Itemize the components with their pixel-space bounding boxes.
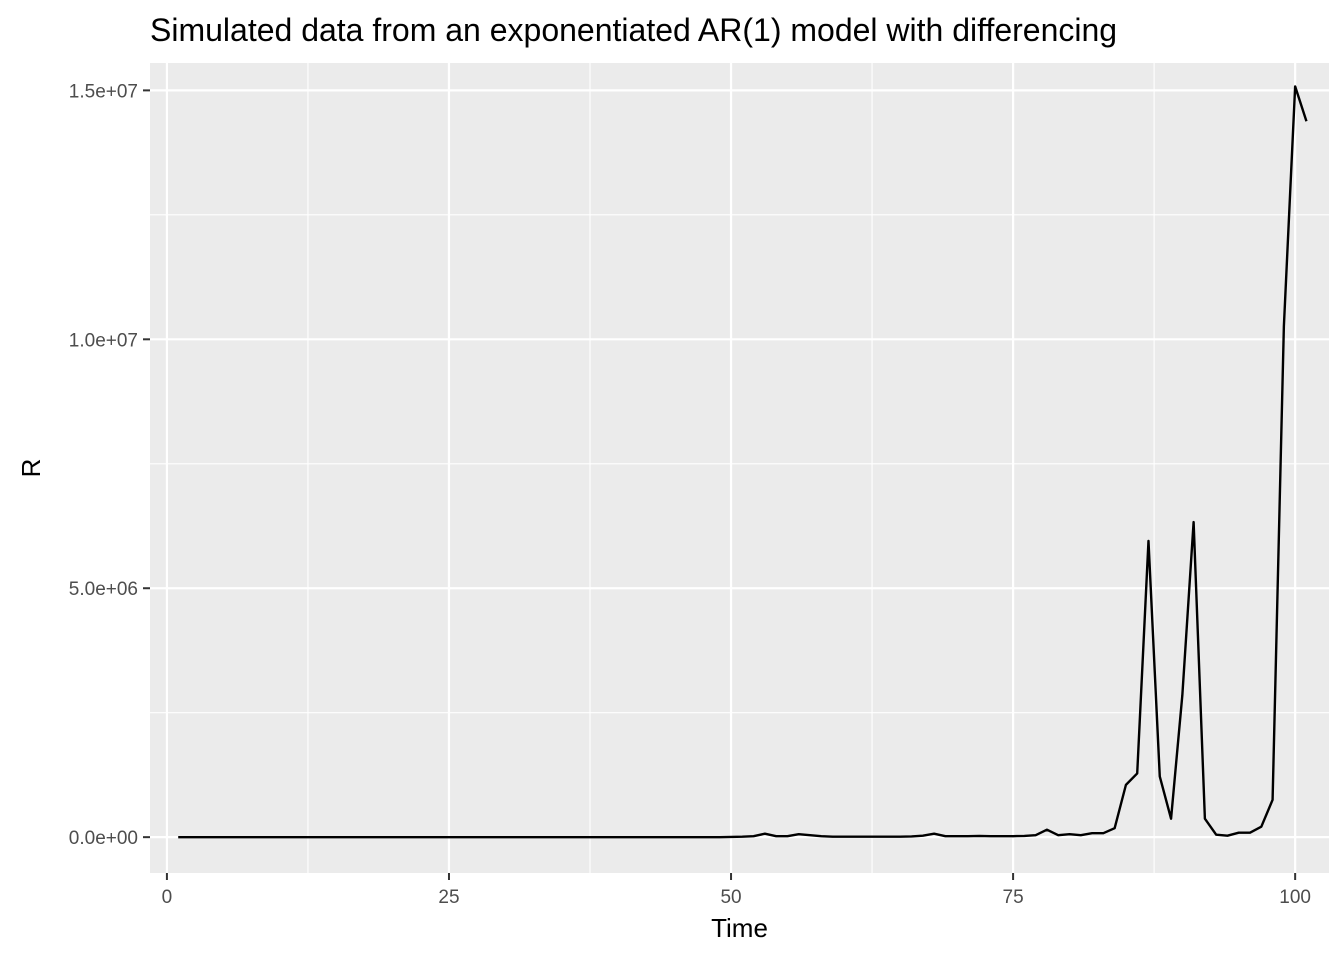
series-line bbox=[178, 85, 1308, 839]
plot-panel bbox=[150, 63, 1329, 873]
x-tick-label: 75 bbox=[1003, 887, 1024, 908]
y-axis: 0.0e+00 5.0e+06 1.0e+07 1.5e+07 bbox=[69, 81, 150, 849]
y-tick-label: 1.5e+07 bbox=[69, 81, 138, 102]
x-axis-title: Time bbox=[711, 913, 768, 943]
chart-title: Simulated data from an exponentiated AR(… bbox=[150, 12, 1117, 48]
x-axis: 0 25 50 75 100 bbox=[162, 873, 1311, 908]
y-tick-label: 1.0e+07 bbox=[69, 330, 138, 351]
x-tick-label: 50 bbox=[720, 887, 741, 908]
minor-gridlines bbox=[150, 63, 1329, 873]
series-layer bbox=[178, 85, 1308, 839]
x-tick-label: 0 bbox=[162, 887, 173, 908]
y-tick-label: 0.0e+00 bbox=[69, 828, 138, 849]
x-tick-label: 100 bbox=[1279, 887, 1311, 908]
x-tick-label: 25 bbox=[438, 887, 459, 908]
y-axis-title: R bbox=[16, 459, 46, 478]
y-tick-label: 5.0e+06 bbox=[69, 579, 138, 600]
